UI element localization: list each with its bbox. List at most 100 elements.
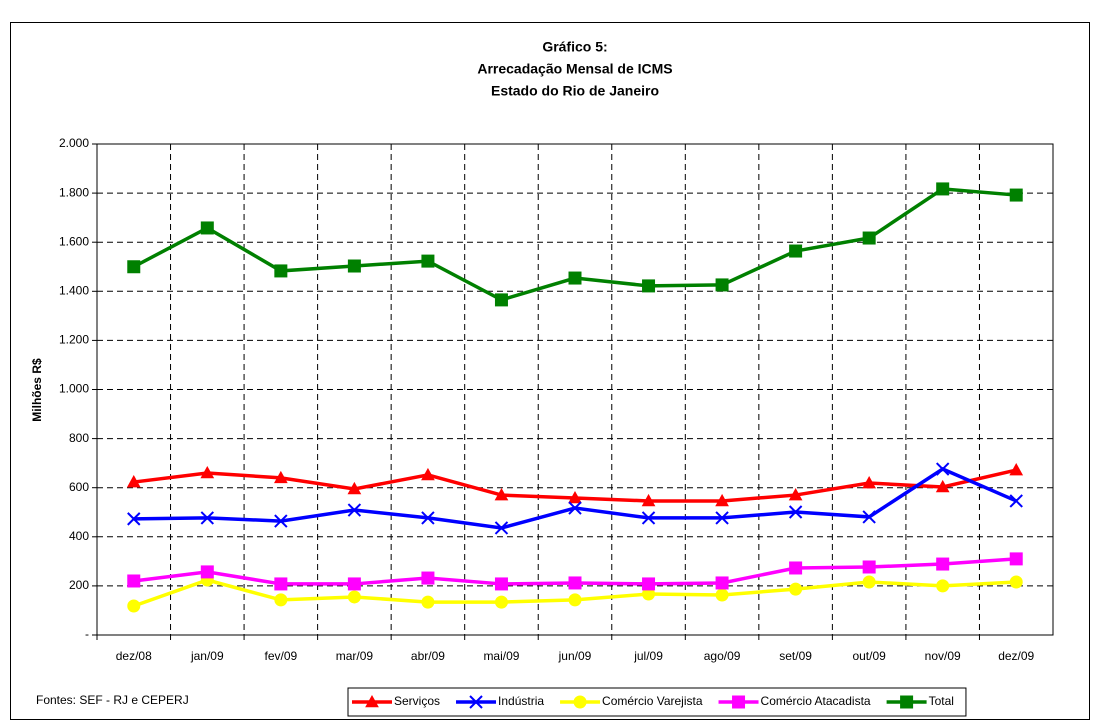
y-axis-label: Milhões R$ (30, 358, 44, 422)
marker (347, 590, 361, 604)
y-tick-label: - (85, 627, 89, 641)
marker (862, 231, 876, 245)
marker (421, 467, 435, 481)
marker (715, 588, 729, 602)
marker (421, 571, 435, 585)
marker (274, 514, 288, 528)
y-tick-label: 1.600 (59, 234, 89, 248)
chart-frame (10, 22, 1090, 720)
marker (641, 493, 656, 507)
marker (568, 490, 582, 504)
marker (1009, 552, 1023, 566)
marker (274, 577, 288, 591)
legend-box (347, 687, 967, 717)
marker (568, 271, 582, 285)
y-tick-label: 2.000 (59, 136, 89, 150)
marker (421, 595, 435, 609)
marker (788, 505, 803, 519)
x-tick-label: abr/09 (411, 649, 445, 663)
marker (494, 488, 509, 501)
marker (900, 695, 914, 709)
marker (347, 577, 361, 591)
legend-label: Indústria (498, 694, 544, 708)
marker (1009, 462, 1024, 476)
legend-label: Comércio Varejista (602, 694, 703, 708)
marker (862, 476, 877, 489)
marker (365, 694, 379, 708)
legend: Serviços Indústria Comércio Varejista Comér… (347, 687, 967, 717)
chart-title: Estado do Rio de Janeiro (491, 83, 659, 99)
x-tick-label: mar/09 (336, 649, 374, 663)
x-tick-label: dez/09 (998, 649, 1034, 663)
y-tick-label: 1.800 (59, 185, 89, 199)
marker (200, 221, 214, 235)
marker (127, 512, 141, 526)
marker (789, 561, 803, 575)
y-tick-label: 1.400 (59, 283, 89, 297)
marker (421, 511, 435, 525)
marker (788, 488, 803, 501)
marker (494, 521, 509, 535)
marker (1009, 494, 1023, 508)
marker (642, 279, 656, 293)
marker (127, 574, 141, 588)
footnote: Fontes: SEF - RJ e CEPERJ (36, 693, 189, 707)
marker (347, 481, 362, 495)
x-tick-label: dez/08 (116, 649, 152, 663)
x-tick-label: set/09 (779, 649, 812, 663)
marker (568, 593, 582, 607)
marker (935, 479, 950, 493)
marker (274, 593, 288, 607)
marker (494, 595, 508, 609)
marker (641, 511, 656, 525)
marker (642, 577, 656, 591)
marker (789, 244, 803, 258)
marker (421, 254, 435, 268)
marker (347, 503, 362, 517)
marker (568, 501, 582, 515)
x-tick-label: ago/09 (704, 649, 741, 663)
x-tick-label: mai/09 (483, 649, 519, 663)
marker (715, 511, 729, 525)
x-tick-label: nov/09 (925, 649, 961, 663)
legend-label: Serviços (394, 694, 440, 708)
x-tick-label: jul/09 (633, 649, 663, 663)
y-tick-label: 400 (69, 529, 89, 543)
marker (715, 493, 729, 507)
marker (200, 465, 215, 479)
y-tick-label: 1.000 (59, 382, 89, 396)
x-tick-label: out/09 (852, 649, 886, 663)
marker (494, 293, 508, 307)
x-tick-label: jan/09 (190, 649, 224, 663)
y-tick-label: 800 (69, 431, 89, 445)
plot-border (96, 143, 1054, 636)
marker (936, 557, 950, 571)
y-tick-label: 200 (69, 578, 89, 592)
marker (127, 260, 141, 274)
marker (862, 510, 876, 524)
legend-label: Comércio Atacadista (761, 694, 871, 708)
y-tick-label: 1.200 (59, 333, 89, 347)
marker (200, 565, 214, 579)
marker (732, 695, 746, 709)
marker (936, 579, 950, 593)
legend-label: Total (929, 694, 954, 708)
marker (1009, 188, 1023, 202)
marker (573, 695, 587, 709)
y-tick-label: 600 (69, 480, 89, 494)
marker (935, 462, 950, 476)
marker (274, 264, 288, 278)
marker (127, 599, 141, 613)
chart-title: Arrecadação Mensal de ICMS (477, 61, 672, 77)
marker (936, 182, 950, 196)
marker (469, 695, 483, 709)
marker (347, 259, 361, 273)
marker (200, 511, 215, 525)
marker (568, 576, 582, 590)
marker (862, 560, 876, 574)
marker (715, 576, 729, 590)
x-tick-label: jun/09 (558, 649, 592, 663)
marker (715, 278, 729, 292)
marker (494, 577, 508, 591)
